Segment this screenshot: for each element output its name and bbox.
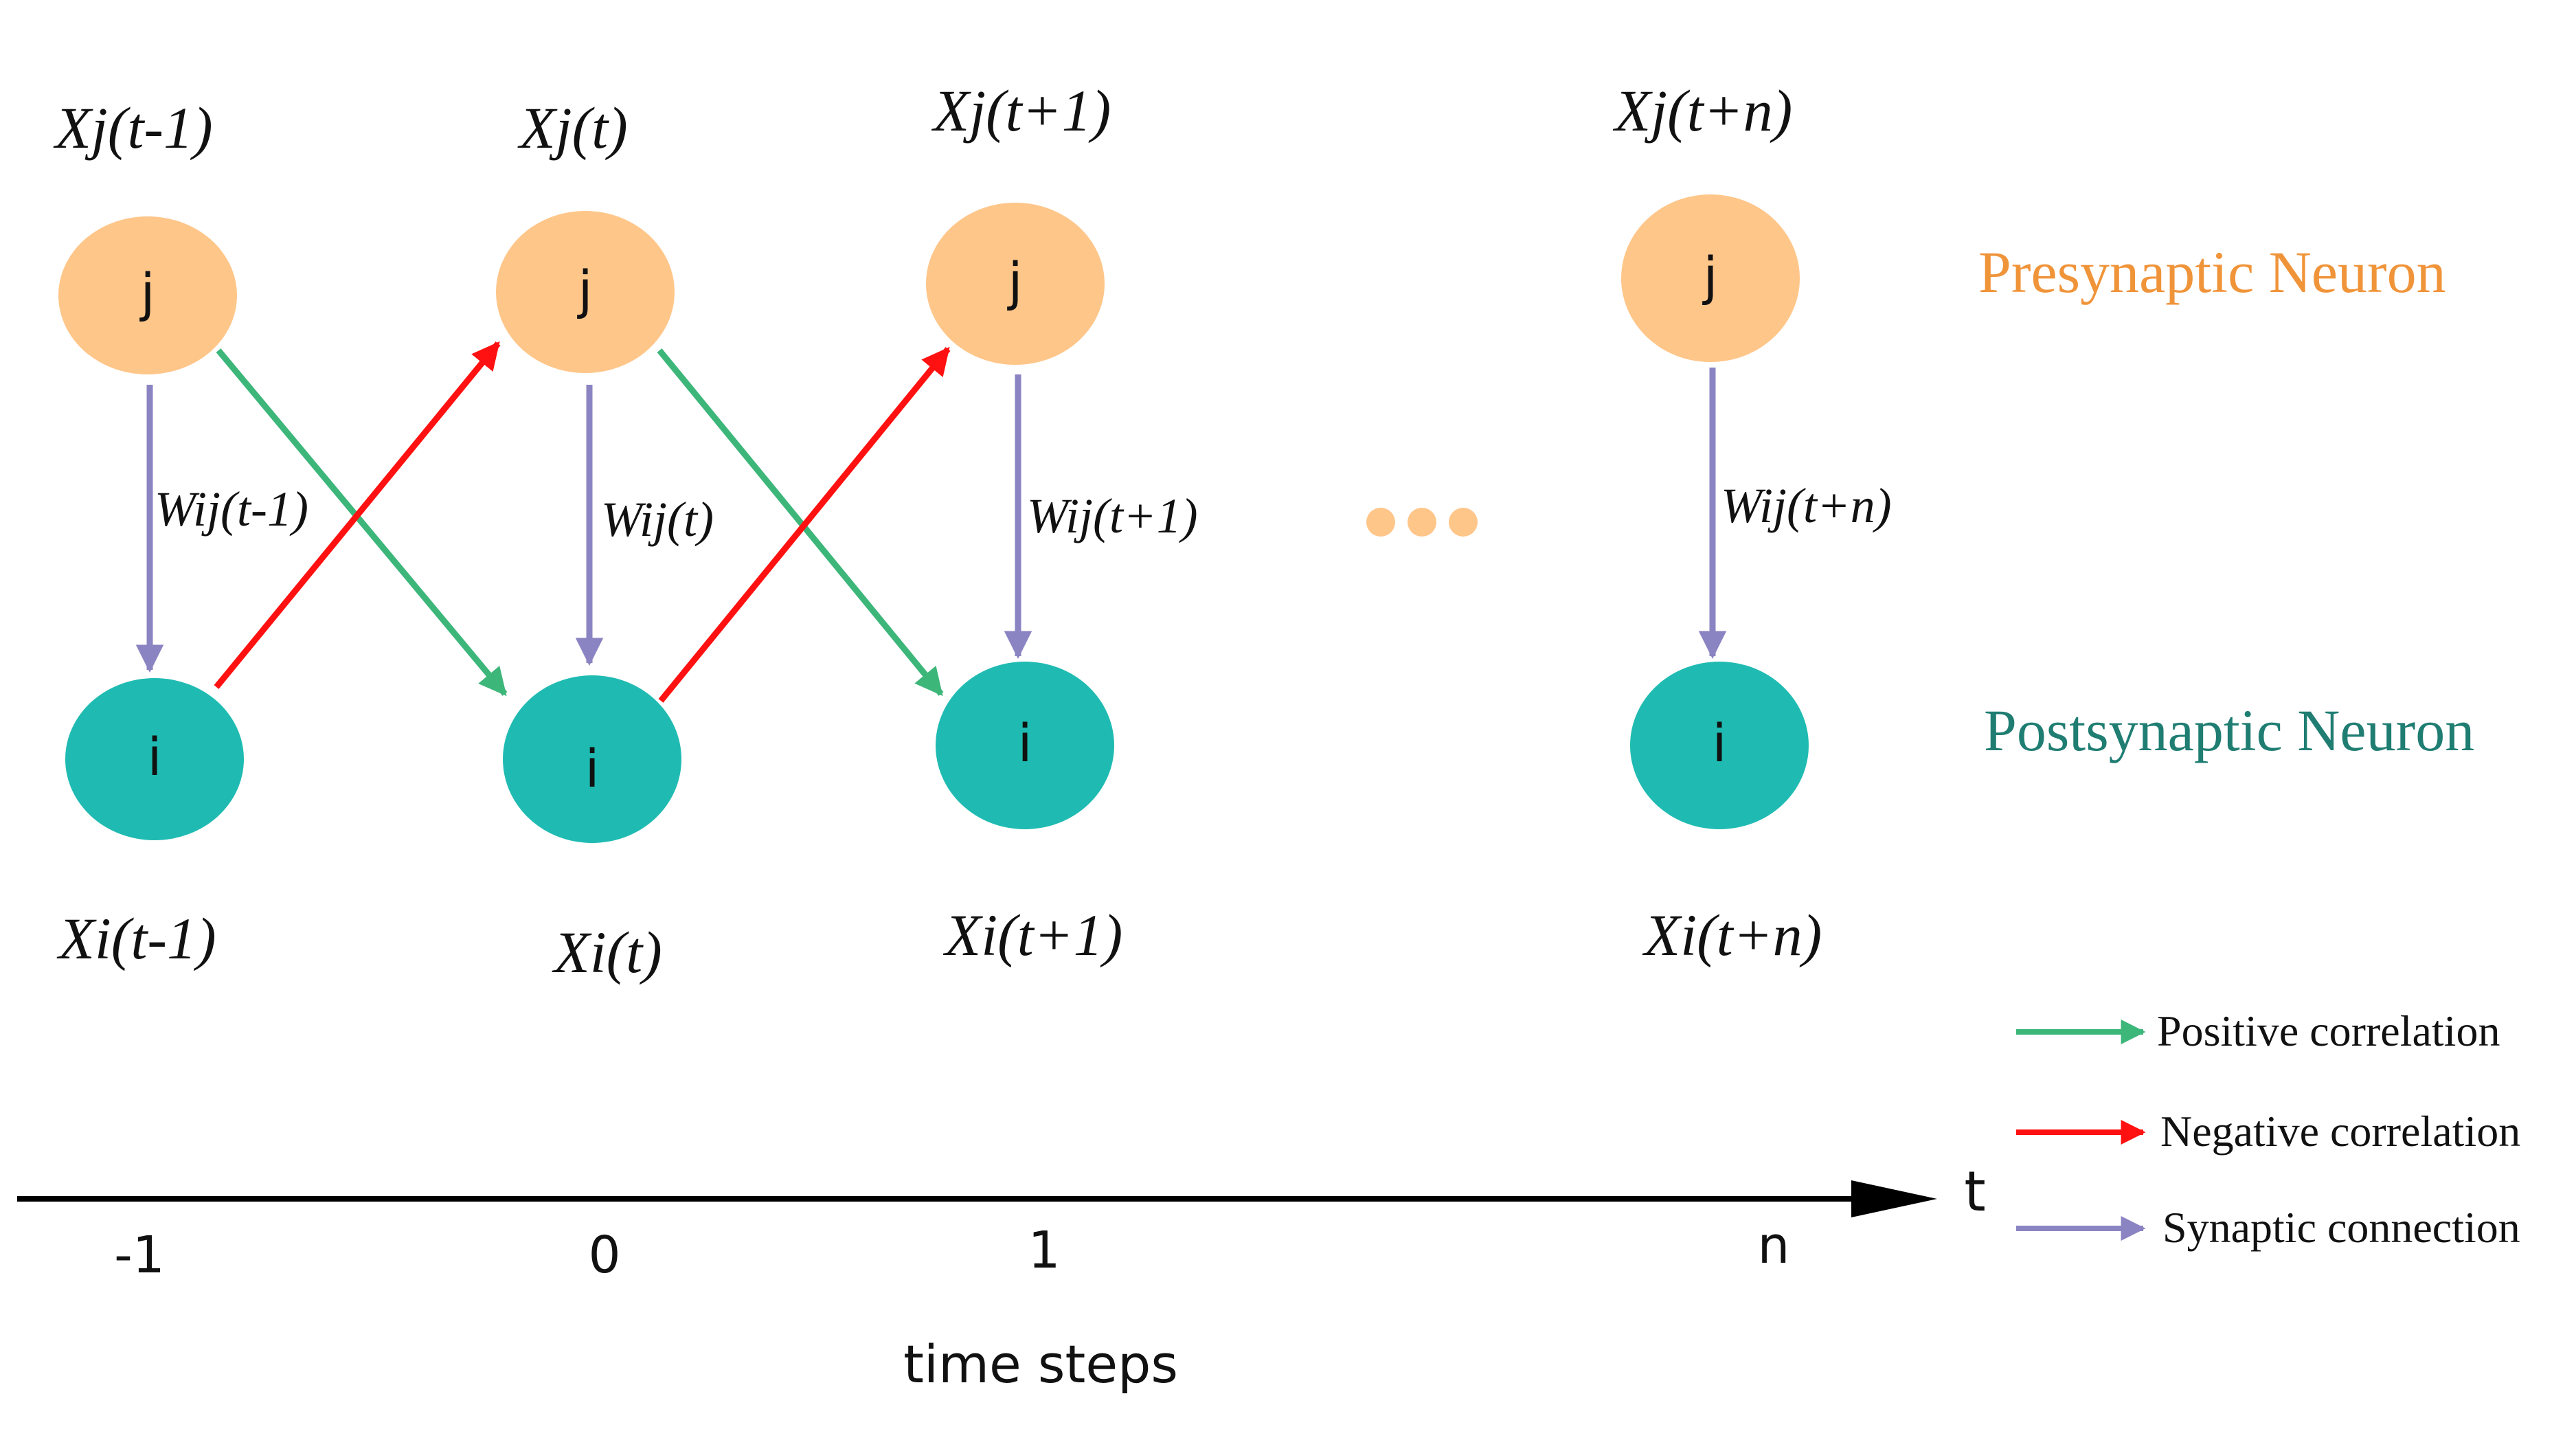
presynaptic-node: j	[1621, 194, 1800, 362]
postsynaptic-node-label: i	[1017, 712, 1032, 774]
weight-label: Wij(t-1)	[155, 482, 308, 537]
weight-label: Wij(t+n)	[1721, 478, 1892, 533]
legend: Positive correlation Negative correlatio…	[2016, 1006, 2520, 1252]
xj-label: Xj(t+1)	[931, 78, 1111, 144]
presynaptic-node-label: j	[1702, 245, 1717, 306]
postsynaptic-node-label: i	[147, 726, 161, 787]
ellipsis-dots	[1366, 508, 1478, 537]
postsynaptic-node-label: i	[1712, 712, 1726, 774]
time-axis: t -1 0 1 n time steps	[17, 1160, 1986, 1395]
edges-layer	[135, 341, 1727, 703]
axis-symbol: t	[1964, 1160, 1985, 1224]
postsynaptic-node: i	[503, 675, 681, 843]
axis-tick-label: 1	[1028, 1221, 1060, 1280]
presynaptic-node-label: j	[576, 259, 592, 320]
negative-edge-0	[214, 341, 501, 689]
legend-label: Negative correlation	[2160, 1107, 2520, 1156]
presynaptic-node: j	[926, 203, 1105, 365]
xj-label: Xj(t)	[517, 95, 628, 161]
axis-title: time steps	[903, 1334, 1178, 1395]
legend-item-positive: Positive correlation	[2016, 1006, 2500, 1055]
axis-tick-label: -1	[114, 1226, 165, 1285]
legend-label: Synaptic connection	[2162, 1203, 2520, 1252]
postsynaptic-node: i	[1630, 662, 1809, 829]
postsynaptic-row-label: Postsynaptic Neuron	[1984, 697, 2474, 763]
axis-tick-label: n	[1758, 1216, 1790, 1275]
legend-label: Positive correlation	[2157, 1006, 2500, 1055]
xi-label: Xi(t+n)	[1642, 902, 1822, 968]
postsynaptic-node-label: i	[585, 738, 599, 799]
presynaptic-node-label: j	[139, 262, 155, 323]
presynaptic-node-label: j	[1006, 251, 1022, 312]
postsynaptic-node: i	[936, 662, 1114, 829]
xi-label: Xi(t+1)	[943, 902, 1123, 968]
axis-tick-label: 0	[588, 1226, 620, 1285]
presynaptic-node: j	[496, 211, 675, 373]
postsynaptic-node: i	[65, 678, 244, 840]
nodes-layer: j j j j i i i i	[58, 194, 1809, 843]
positive-edge-0	[216, 348, 508, 697]
weight-label: Wij(t)	[601, 492, 714, 547]
presynaptic-row-label: Presynaptic Neuron	[1978, 239, 2446, 305]
xj-label: Xj(t-1)	[53, 95, 212, 161]
presynaptic-node: j	[58, 216, 237, 374]
weight-label: Wij(t+1)	[1027, 488, 1198, 543]
legend-item-negative: Negative correlation	[2016, 1107, 2520, 1156]
negative-edge-1	[658, 346, 951, 703]
positive-edge-1	[657, 348, 944, 697]
legend-item-synaptic: Synaptic connection	[2016, 1203, 2520, 1252]
xi-label: Xi(t)	[552, 919, 662, 985]
xi-label: Xi(t-1)	[56, 906, 216, 971]
xj-label: Xj(t+n)	[1613, 78, 1793, 144]
